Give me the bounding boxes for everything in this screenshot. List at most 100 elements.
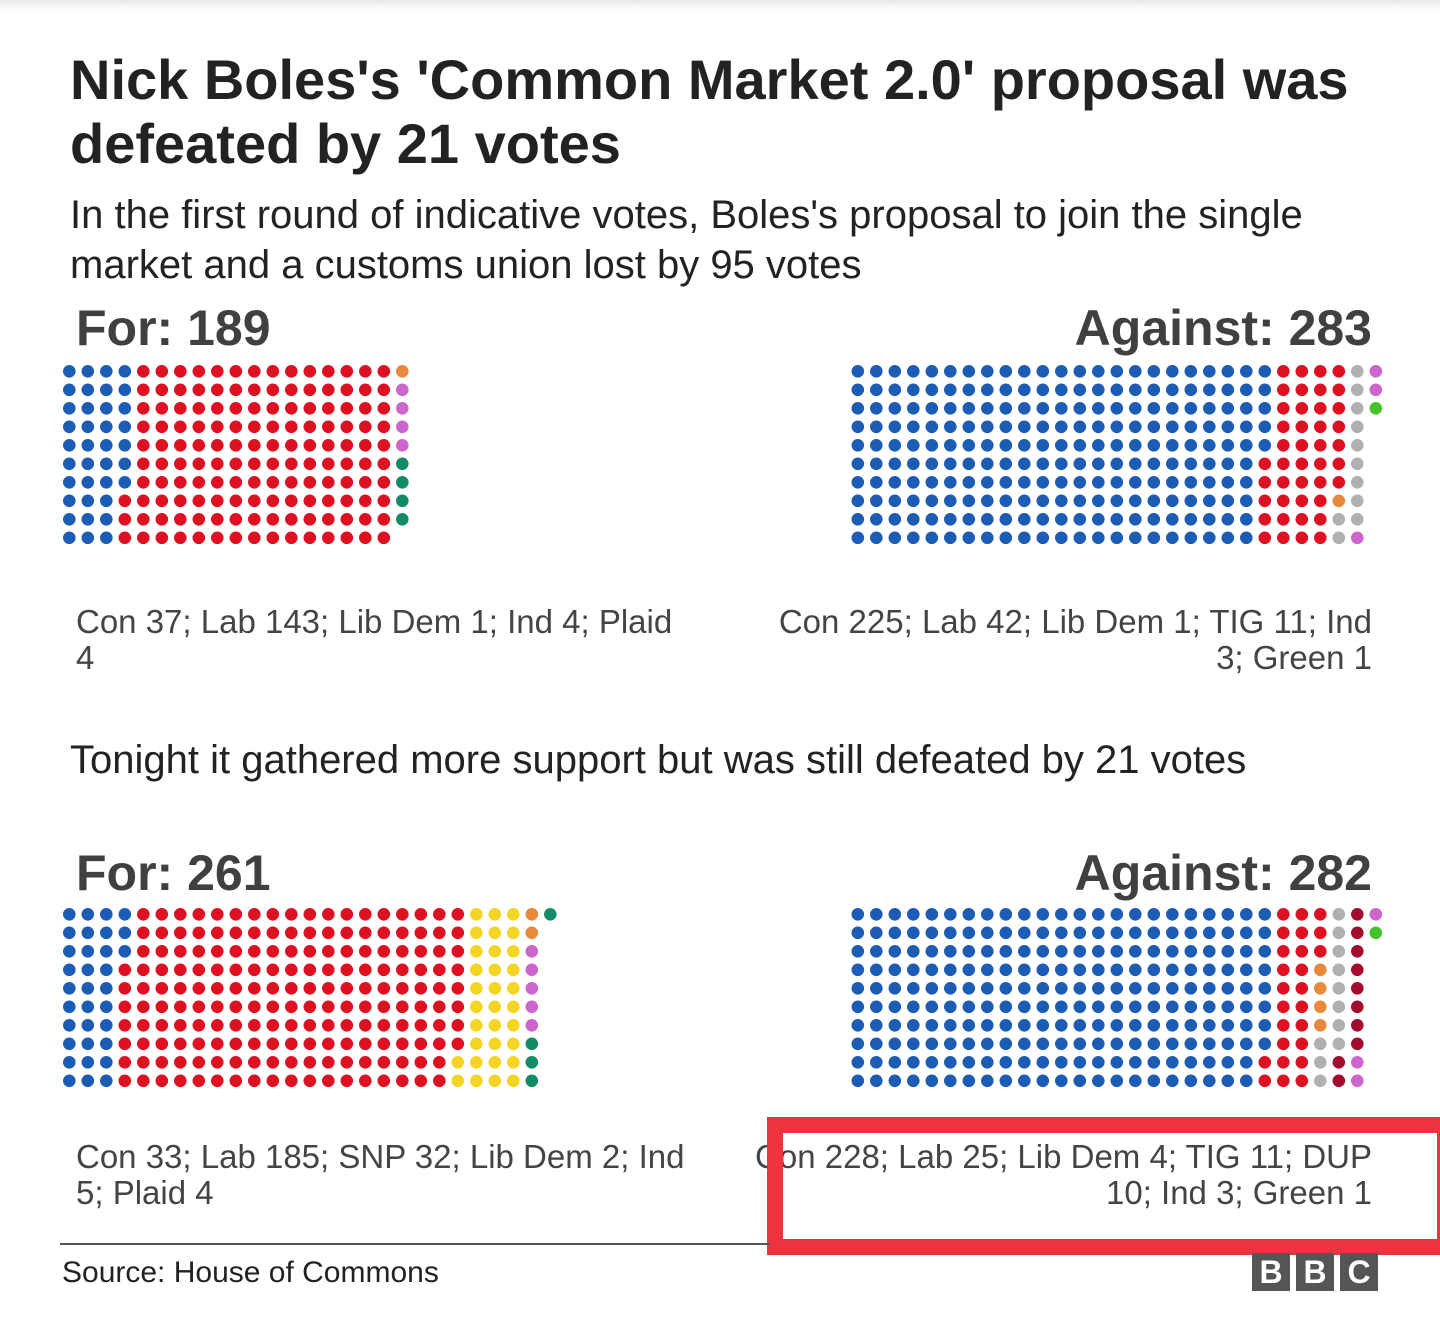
vote-dot-lab: [322, 1074, 335, 1088]
vote-dot-lab: [192, 908, 206, 921]
vote-dot-con: [1018, 365, 1031, 378]
vote-dot-con: [907, 365, 920, 378]
vote-dot-lab: [285, 365, 298, 378]
vote-dot-lab: [248, 531, 261, 545]
vote-dot-con: [100, 963, 113, 977]
vote-dot-lab: [303, 457, 317, 471]
vote-dot-con: [1166, 1019, 1179, 1032]
vote-dot-con: [1036, 383, 1050, 397]
vote-dot-lab: [174, 402, 187, 415]
vote-dot-con: [1184, 945, 1198, 958]
vote-dot-lab: [192, 365, 206, 378]
vote-dot-con: [100, 494, 113, 508]
vote-dot-con: [1073, 513, 1087, 526]
vote-dot-con: [1036, 513, 1050, 526]
vote-dot-con: [81, 963, 95, 977]
vote-dot-lab: [1295, 1000, 1309, 1014]
vote-dot-con: [851, 420, 865, 434]
vote-dot-lab: [396, 1074, 409, 1088]
vote-dot-con: [100, 1074, 113, 1088]
vote-dot-con: [925, 1037, 939, 1051]
vote-dot-lab: [285, 476, 298, 489]
vote-dot-lab: [322, 945, 335, 958]
vote-dot-lab: [174, 365, 187, 378]
vote-dot-lab: [451, 926, 465, 940]
vote-dot-con: [1240, 365, 1253, 378]
vote-dot-con: [999, 494, 1013, 508]
vote-dot-lab: [229, 420, 243, 434]
vote-dot-lab: [285, 1019, 298, 1032]
vote-dot-lab: [414, 1037, 428, 1051]
vote-dot-con: [81, 982, 95, 995]
vote-dot-con: [1055, 531, 1068, 545]
vote-dot-lab: [248, 945, 261, 958]
vote-dot-con: [999, 982, 1013, 995]
vote-dot-con: [925, 457, 939, 471]
vote-dot-con: [81, 908, 95, 921]
vote-dot-con: [1092, 365, 1105, 378]
vote-dot-lib-dem: [1314, 1019, 1327, 1032]
vote-dot-con: [888, 513, 902, 526]
vote-dot-lab: [1258, 1056, 1272, 1069]
vote-dot-con: [981, 383, 994, 397]
vote-dot-lib-dem: [525, 926, 539, 940]
vote-dot-ind: [525, 982, 539, 995]
vote-dot-lab: [340, 945, 354, 958]
vote-dot-con: [999, 402, 1013, 415]
vote-dot-con: [907, 1037, 920, 1051]
vote-dot-lab: [340, 1019, 354, 1032]
vote-dot-lab: [1277, 457, 1290, 471]
vote-dot-lab: [377, 439, 391, 452]
vote-dot-dup: [1351, 1000, 1364, 1014]
vote-dot-lab: [322, 457, 335, 471]
vote-dot-con: [63, 420, 76, 434]
vote-dot-lab: [137, 1000, 150, 1014]
vote-dot-con: [870, 513, 883, 526]
vote-dot-lab: [137, 1019, 150, 1032]
vote-dot-lab: [174, 982, 187, 995]
vote-dot-con: [1203, 945, 1216, 958]
vote-dot-con: [870, 1000, 883, 1014]
vote-dot-lab: [174, 926, 187, 940]
vote-dot-con: [925, 945, 939, 958]
vote-dot-con: [1073, 945, 1087, 958]
vote-dot-lab: [1314, 926, 1327, 940]
vote-dot-lab: [322, 963, 335, 977]
vote-dot-con: [1129, 457, 1142, 471]
vote-dot-lab: [303, 1019, 317, 1032]
vote-dot-con: [1166, 420, 1179, 434]
vote-dot-lab: [248, 383, 261, 397]
vote-dot-con: [1147, 420, 1161, 434]
vote-dot-lab: [303, 945, 317, 958]
vote-dot-con: [944, 402, 957, 415]
vote-dot-lab: [248, 402, 261, 415]
vote-dot-lab: [433, 908, 446, 921]
vote-dot-con: [851, 1019, 865, 1032]
vote-dot-lab: [174, 531, 187, 545]
vote-dot-con: [1073, 402, 1087, 415]
vote-dot-con: [1036, 494, 1050, 508]
vote-dot-con: [888, 476, 902, 489]
vote-dot-con: [870, 457, 883, 471]
vote-dot-con: [1110, 908, 1124, 921]
vote-dot-lib-dem: [396, 365, 409, 378]
vote-dot-tig: [1332, 926, 1346, 940]
vote-dot-lab: [322, 402, 335, 415]
logo-letter: C: [1340, 1253, 1378, 1291]
vote-dot-lab: [1295, 908, 1309, 921]
vote-dot-con: [81, 1074, 95, 1088]
vote-dot-con: [925, 982, 939, 995]
vote-dot-con: [1203, 926, 1216, 940]
vote-dot-lab: [192, 457, 206, 471]
vote-dot-con: [851, 513, 865, 526]
vote-dot-lab: [1295, 982, 1309, 995]
vote-dot-con: [1092, 476, 1105, 489]
vote-dot-lab: [285, 908, 298, 921]
vote-dot-con: [1147, 383, 1161, 397]
vote-dot-lab: [396, 982, 409, 995]
vote-dot-lab: [1314, 383, 1327, 397]
vote-dot-con: [100, 926, 113, 940]
vote-dot-con: [1240, 963, 1253, 977]
vote-dot-lab: [266, 1019, 280, 1032]
vote-dot-con: [1036, 1074, 1050, 1088]
